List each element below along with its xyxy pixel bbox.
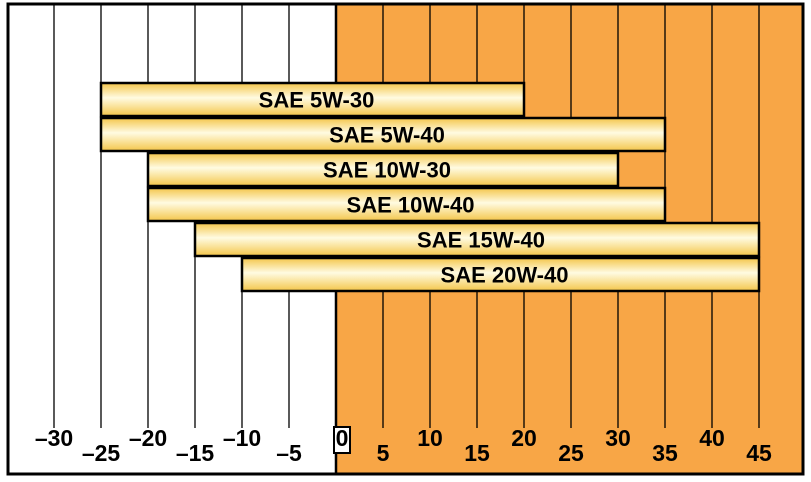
tick-label: 15 [464, 440, 490, 466]
bar-label: SAE 10W-40 [347, 193, 475, 218]
bar-rect [240, 256, 761, 293]
tick-label: 45 [746, 440, 772, 466]
tick-label: –10 [223, 425, 261, 451]
bar-label: SAE 5W-30 [259, 88, 375, 113]
bar-label: SAE 10W-30 [323, 158, 451, 183]
tick-label: 0 [336, 425, 349, 451]
bar: SAE 10W-30 [146, 151, 620, 188]
viscosity-bars: SAE 5W-30 SAE 5W-40 SAE 10W-30 SAE 10W-40 SA… [99, 81, 761, 293]
tick-label: –5 [276, 440, 302, 466]
tick-label: 20 [511, 425, 537, 451]
tick-label: 10 [417, 425, 443, 451]
tick-label: 30 [605, 425, 631, 451]
bar: SAE 10W-40 [146, 186, 667, 223]
bar-label: SAE 20W-40 [441, 263, 569, 288]
zero-marker-box [333, 426, 351, 454]
tick-label: –15 [176, 440, 215, 466]
bar-rect [146, 151, 620, 188]
bar-rect [99, 116, 667, 153]
bar-label: SAE 15W-40 [417, 228, 545, 253]
bar-rect [99, 81, 526, 118]
bar: SAE 20W-40 [240, 256, 761, 293]
bar: SAE 5W-40 [99, 116, 667, 153]
bar-rect [193, 221, 761, 258]
tick-label: –30 [35, 425, 73, 451]
tick-label: 5 [377, 440, 390, 466]
bar: SAE 15W-40 [193, 221, 761, 258]
bar-label: SAE 5W-40 [329, 123, 445, 148]
chart-frame [6, 2, 805, 476]
bar: SAE 5W-30 [99, 81, 526, 118]
tick-label: –25 [82, 440, 121, 466]
tick-label: 35 [652, 440, 678, 466]
temperature-tick-labels: –30 –25 –20 –15 –10 –5 0 5 10 15 20 25 30 35 40 45 [35, 425, 772, 466]
tick-label: 40 [699, 425, 725, 451]
bar-rect [146, 186, 667, 223]
tick-label: 25 [558, 440, 584, 466]
tick-label: –20 [129, 425, 167, 451]
